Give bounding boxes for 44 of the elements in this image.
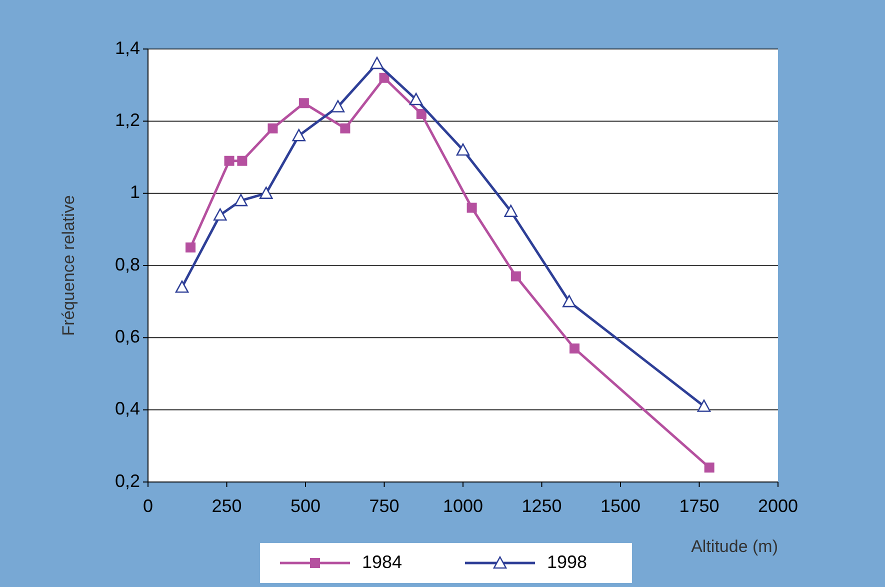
x-axis-title: Altitude (m) — [691, 537, 778, 556]
x-tick-label: 1750 — [679, 496, 720, 516]
y-tick-label: 1 — [130, 182, 140, 202]
legend-label: 1984 — [362, 552, 402, 572]
y-axis-title: Fréquence relative — [59, 195, 78, 336]
x-tick-label: 1250 — [522, 496, 562, 516]
x-tick-label: 0 — [142, 496, 154, 516]
point — [268, 123, 278, 134]
point — [570, 343, 580, 354]
y-tick-label: 1,4 — [114, 38, 140, 58]
y-tick-label: 1,2 — [114, 110, 140, 130]
point — [456, 143, 470, 156]
point — [510, 271, 521, 282]
point — [213, 208, 227, 221]
point — [298, 98, 309, 108]
point — [224, 156, 234, 166]
point — [237, 156, 248, 166]
y-tick-label: 0,8 — [114, 254, 140, 274]
point — [704, 462, 714, 473]
x-tick-label: 750 — [369, 496, 400, 516]
x-tick-label: 500 — [290, 496, 321, 516]
y-tick-label: 0,2 — [114, 470, 140, 491]
point — [331, 100, 345, 112]
point — [562, 294, 576, 308]
legend-label: 1998 — [547, 552, 588, 572]
point — [259, 186, 273, 199]
point — [379, 72, 390, 83]
y-tick-label: 0,6 — [114, 326, 140, 346]
point — [697, 400, 711, 412]
point — [370, 56, 384, 70]
point — [175, 280, 189, 293]
point — [292, 128, 306, 142]
point — [340, 123, 350, 134]
point — [234, 194, 248, 206]
point — [466, 202, 477, 213]
point — [504, 204, 518, 218]
point — [186, 242, 196, 252]
x-tick-label: 2000 — [758, 496, 798, 516]
point — [416, 108, 426, 119]
x-tick-label: 1000 — [442, 496, 484, 516]
point — [409, 92, 423, 106]
y-tick-label: 0,4 — [114, 398, 140, 419]
x-tick-label: 250 — [212, 496, 242, 516]
x-tick-label: 1500 — [600, 496, 641, 516]
